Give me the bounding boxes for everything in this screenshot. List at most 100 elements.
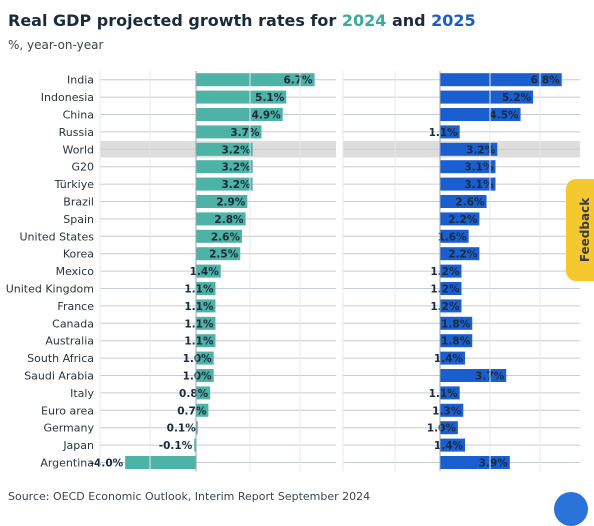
- bar-2024-germany: [196, 421, 198, 435]
- category-label-china: China: [63, 109, 94, 122]
- category-label-france: France: [57, 300, 94, 313]
- bar-2025-germany: [440, 421, 458, 435]
- category-label-united-states: United States: [20, 230, 95, 243]
- bar-2025-canada: [440, 316, 473, 330]
- value-label-2025-g20: 3.1%: [464, 162, 494, 174]
- bar-2024-world: [196, 142, 253, 156]
- category-label-russia: Russia: [59, 126, 94, 139]
- title-prefix: Real GDP projected growth rates for: [8, 11, 342, 30]
- bar-2025-euro-area: [440, 403, 464, 417]
- value-label-2025-united-kingdom: 1.2%: [430, 284, 460, 296]
- chart-title: Real GDP projected growth rates for 2024…: [8, 11, 476, 30]
- value-label-2025-south-africa: 1.4%: [434, 353, 464, 365]
- gdp-growth-chart: India 6.7% 6.8% Indonesia 5.1% 5.2% China 4.9% 4…: [6, 71, 580, 472]
- value-label-2025-spain: 2.2%: [448, 214, 478, 226]
- category-label-saudi-arabia: Saudi Arabia: [24, 370, 94, 383]
- category-label-india: India: [67, 74, 94, 87]
- category-label-euro-area: Euro area: [41, 404, 94, 417]
- value-label-2024-south-africa: 1.0%: [183, 353, 213, 365]
- value-label-2025-italy: 1.1%: [429, 388, 459, 400]
- category-label-t-rkiye: Türkiye: [54, 178, 95, 191]
- value-label-2025-brazil: 2.6%: [455, 197, 485, 209]
- bar-2024-australia: [196, 334, 216, 348]
- title-year-2024: 2024: [341, 11, 387, 30]
- value-label-2024-japan: -0.1%: [159, 440, 193, 452]
- category-label-germany: Germany: [43, 422, 94, 435]
- bar-2024-china: [196, 108, 283, 121]
- bar-2024-france: [196, 299, 216, 313]
- category-label-canada: Canada: [52, 317, 94, 330]
- bar-2025-australia: [440, 334, 473, 348]
- bar-2025-united-kingdom: [440, 282, 462, 295]
- bar-2025-argentina: [440, 456, 510, 469]
- category-label-italy: Italy: [70, 387, 94, 400]
- value-label-2024-united-states: 2.6%: [211, 231, 241, 243]
- source-note: Source: OECD Economic Outlook, Interim R…: [8, 490, 371, 503]
- value-label-2025-argentina: 3.9%: [479, 458, 509, 470]
- bar-2024-euro-area: [196, 403, 209, 417]
- value-label-2025-euro-area: 1.3%: [432, 405, 462, 417]
- bar-2024-t-rkiye: [196, 177, 253, 191]
- category-label-korea: Korea: [63, 248, 94, 261]
- bar-2025-india: [440, 73, 562, 87]
- value-label-2025-korea: 2.2%: [448, 249, 478, 261]
- bar-2024-united-kingdom: [196, 282, 216, 295]
- value-label-2024-spain: 2.8%: [214, 214, 244, 226]
- value-label-2025-germany: 1.0%: [427, 423, 457, 435]
- value-label-2024-euro-area: 0.7%: [177, 405, 207, 417]
- value-label-2025-indonesia: 5.2%: [502, 92, 532, 104]
- value-label-2025-t-rkiye: 3.1%: [464, 179, 494, 191]
- bar-2025-china: [440, 108, 521, 121]
- category-label-g20: G20: [71, 161, 94, 174]
- category-label-world: World: [62, 143, 94, 156]
- value-label-2024-t-rkiye: 3.2%: [222, 179, 252, 191]
- value-label-2025-russia: 1.1%: [429, 127, 459, 139]
- bar-2024-brazil: [196, 195, 248, 208]
- value-label-2024-mexico: 1.4%: [190, 266, 220, 278]
- bar-2025-italy: [440, 386, 460, 400]
- bar-2024-united-states: [196, 229, 243, 243]
- bar-2024-spain: [196, 212, 246, 226]
- feedback-tab[interactable]: [566, 179, 594, 281]
- bar-2024-korea: [196, 247, 241, 261]
- value-label-2024-france: 1.1%: [184, 301, 214, 313]
- title-and: and: [386, 11, 432, 30]
- value-label-2025-mexico: 1.2%: [430, 266, 460, 278]
- category-label-brazil: Brazil: [63, 196, 94, 209]
- title-year-2025: 2025: [431, 11, 476, 30]
- bar-2025-spain: [440, 212, 480, 226]
- value-label-2025-india: 6.8%: [531, 75, 561, 87]
- category-label-united-kingdom: United Kingdom: [6, 283, 94, 296]
- value-label-2024-italy: 0.8%: [179, 388, 209, 400]
- value-label-2025-united-states: 1.6%: [438, 231, 468, 243]
- help-button[interactable]: [554, 492, 588, 526]
- category-label-spain: Spain: [63, 213, 94, 226]
- value-label-2024-world: 3.2%: [222, 144, 252, 156]
- value-label-2024-indonesia: 5.1%: [255, 92, 285, 104]
- value-label-2024-germany: 0.1%: [167, 423, 197, 435]
- chart-subtitle: %, year-on-year: [8, 38, 104, 52]
- bar-2025-korea: [440, 247, 480, 261]
- bar-2025-mexico: [440, 264, 462, 278]
- bar-2025-indonesia: [440, 90, 534, 104]
- bar-2024-g20: [196, 160, 253, 174]
- bar-2025-south-africa: [440, 351, 466, 365]
- value-label-2025-australia: 1.8%: [441, 336, 471, 348]
- bar-2025-brazil: [440, 195, 487, 208]
- value-label-2024-argentina: -4.0%: [90, 458, 124, 470]
- value-label-2025-world: 3.2%: [466, 144, 496, 156]
- bar-2025-japan: [440, 438, 466, 452]
- value-label-2025-china: 4.5%: [489, 110, 519, 122]
- bar-2024-italy: [196, 386, 211, 400]
- value-label-2024-russia: 3.7%: [230, 127, 260, 139]
- value-label-2024-united-kingdom: 1.1%: [184, 284, 214, 296]
- bar-2024-saudi-arabia: [196, 369, 214, 382]
- bar-2024-japan: [194, 438, 196, 452]
- category-label-south-africa: South Africa: [27, 352, 94, 365]
- feedback-label[interactable]: Feedback: [578, 197, 592, 263]
- bar-2025-russia: [440, 125, 460, 139]
- category-label-japan: Japan: [62, 439, 94, 452]
- bar-2025-united-states: [440, 229, 469, 243]
- bar-2024-argentina: [125, 456, 196, 469]
- value-label-2024-brazil: 2.9%: [216, 197, 246, 209]
